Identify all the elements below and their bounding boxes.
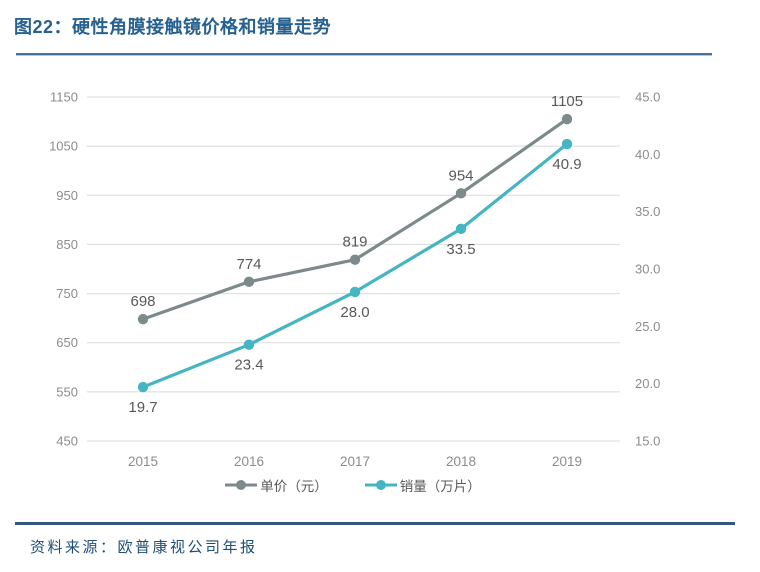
series-line-sales [141,142,569,389]
legend-dot [236,480,247,490]
y-axis-right-tick-label: 25.0 [635,319,660,334]
x-axis-tick-label: 2019 [552,454,582,469]
y-axis-left-tick-label: 650 [56,335,78,350]
legend-item-price: 单价（元） [224,475,328,495]
legend-dot [375,480,386,490]
x-axis-tick-label: 2016 [234,454,264,469]
x-axis-tick-label: 2018 [446,454,476,469]
title-divider [16,53,712,56]
data-label-price: 698 [130,293,155,310]
data-point-sales [561,138,573,150]
y-axis-left-tick-label: 750 [56,286,78,301]
legend-item-sales: 销量（万片） [364,475,481,495]
data-point-price [137,313,149,325]
legend-label-sales: 销量（万片） [399,479,481,494]
y-axis-right-tick-label: 40.0 [635,147,660,162]
x-axis-tick-label: 2015 [128,454,158,469]
data-label-sales: 23.4 [234,357,263,374]
chart-legend: 单价（元） 销量（万片） [40,475,665,495]
data-label-price: 819 [342,234,367,251]
data-point-sales [137,381,149,393]
data-point-sales [455,223,467,235]
footer-divider [15,522,735,525]
data-point-sales [349,286,361,298]
y-axis-right-tick-label: 15.0 [635,434,660,449]
source-text: 资料来源：欧普康视公司年报 [30,538,258,556]
data-label-price: 954 [448,167,473,184]
y-axis-left-tick-label: 1150 [50,90,78,105]
legend-label-price: 单价（元） [260,479,328,494]
sales-series-marker-icon [364,480,397,490]
data-point-price [349,254,361,265]
page-title: 图22：硬性角膜接触镜价格和销量走势 [14,17,332,37]
data-point-sales [243,339,255,350]
y-axis-left-tick-label: 850 [56,237,78,252]
y-axis-right-tick-label: 30.0 [635,262,660,277]
data-label-sales: 19.7 [128,399,157,416]
data-point-price [561,113,573,125]
data-label-sales: 28.0 [340,304,369,321]
x-axis-tick-label: 2017 [340,454,370,469]
price-series-marker-icon [225,480,258,490]
data-point-price [243,276,255,287]
y-axis-left-tick-label: 950 [56,188,78,203]
y-axis-right-tick-label: 45.0 [635,90,660,105]
y-axis-right-tick-label: 35.0 [635,204,660,219]
y-axis-left-tick-label: 550 [56,384,78,399]
y-axis-right-tick-label: 20.0 [635,376,660,391]
data-point-price [455,188,467,199]
data-label-sales: 33.5 [446,241,475,258]
data-label-price: 1105 [551,93,583,110]
y-axis-left-tick-label: 1050 [49,139,78,154]
data-label-sales: 40.9 [552,156,581,173]
y-axis-left-tick-label: 450 [56,434,78,449]
data-label-price: 774 [236,256,261,273]
